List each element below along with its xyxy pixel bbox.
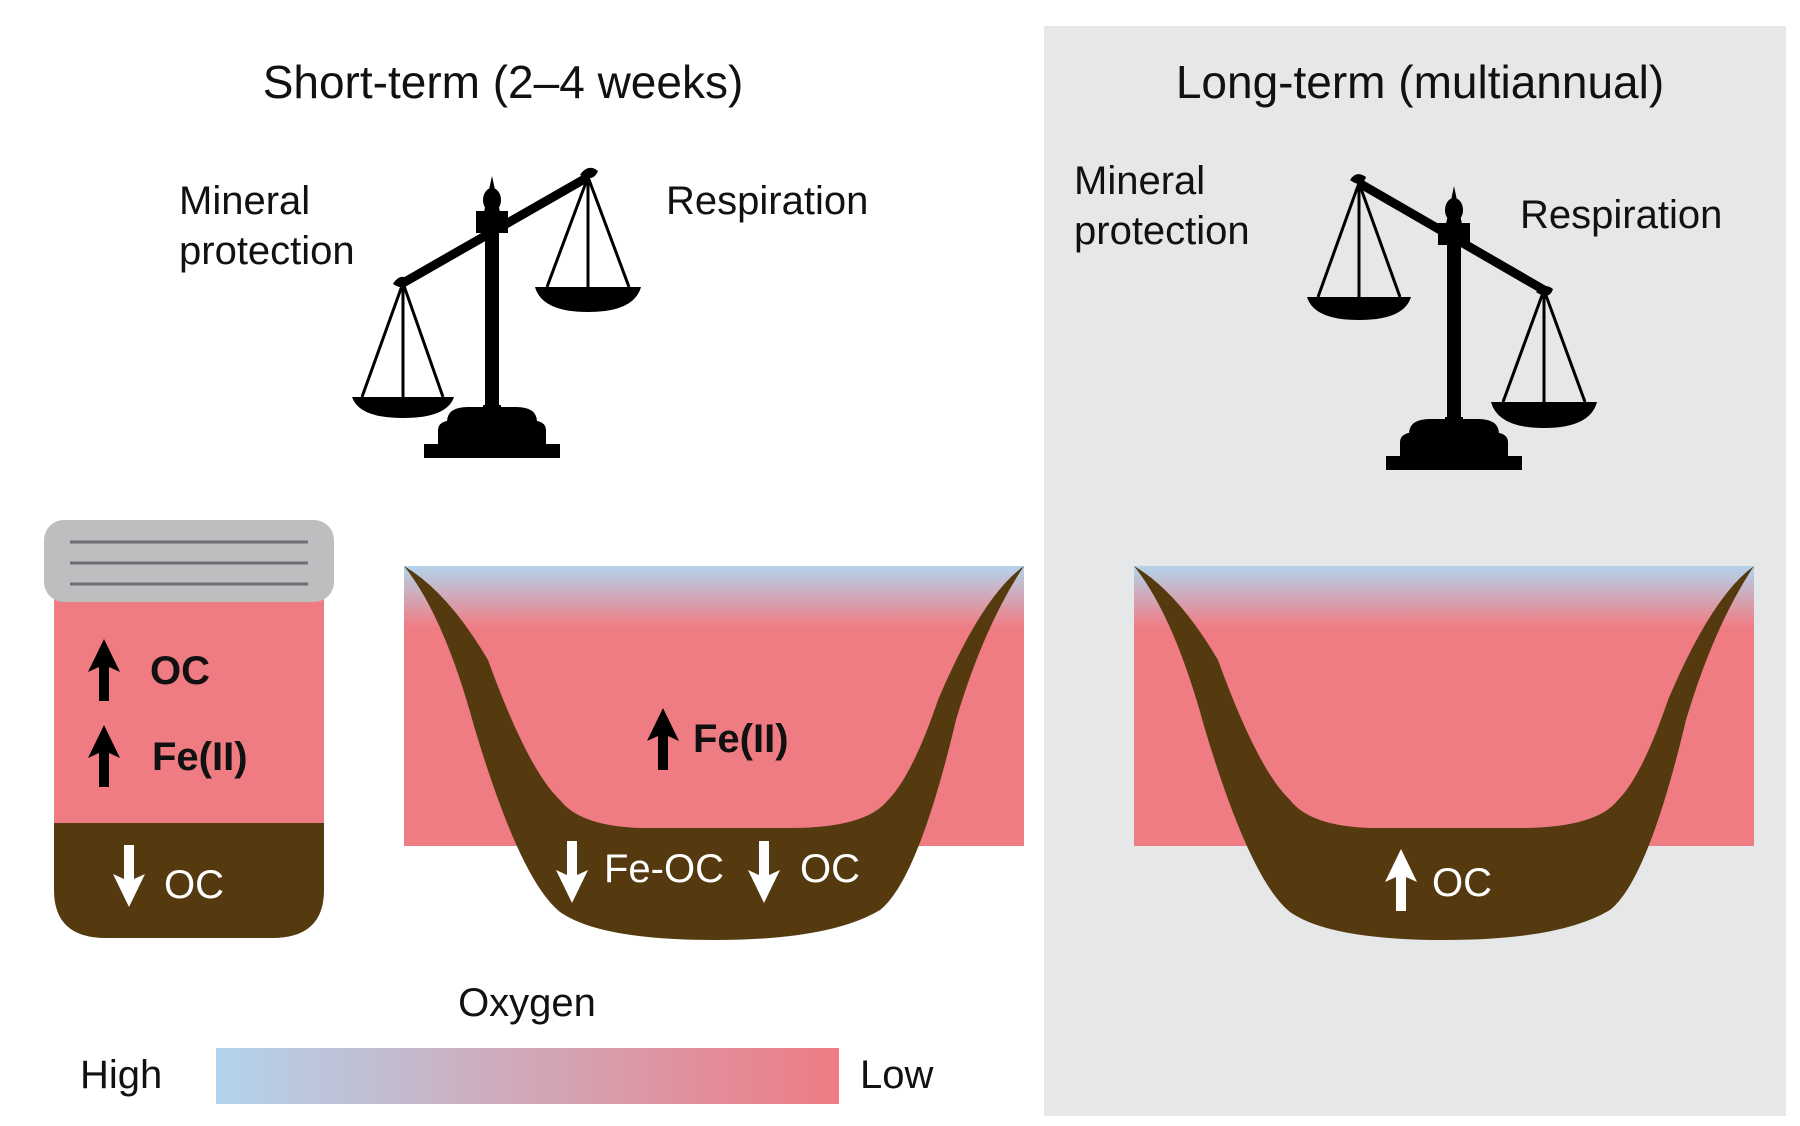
long-basin-oc-label: OC [1432, 861, 1492, 905]
short-term-title: Short-term (2–4 weeks) [263, 56, 744, 108]
oxygen-high-label: High [80, 1053, 162, 1097]
jar-oc-soil-label: OC [164, 863, 224, 907]
short-mineral-label-line1: Mineral [179, 179, 310, 223]
oxygen-gradient-bar [216, 1048, 839, 1104]
short-mineral-label-line2: protection [179, 229, 355, 273]
jar-water [54, 592, 324, 827]
basin-feii-label: Fe(II) [693, 717, 789, 761]
long-basin-soil [1134, 566, 1754, 940]
jar-feii-label: Fe(II) [152, 735, 248, 779]
short-term-balance-scale-icon [352, 167, 641, 458]
short-basin-soil [404, 566, 1024, 940]
short-term-basin [404, 566, 1024, 940]
long-mineral-label-line1: Mineral [1074, 159, 1205, 203]
incubation-jar [44, 520, 334, 938]
long-term-basin [1134, 566, 1754, 940]
oxygen-legend-title: Oxygen [458, 981, 596, 1025]
long-respiration-label: Respiration [1520, 193, 1722, 237]
jar-soil [54, 823, 324, 938]
jar-oc-water-label: OC [150, 649, 210, 693]
jar-lid [44, 520, 334, 602]
jar-lid-lines [70, 540, 308, 586]
oxygen-low-label: Low [860, 1053, 933, 1097]
long-term-title: Long-term (multiannual) [1176, 56, 1664, 108]
long-term-balance-scale-icon [1307, 174, 1597, 470]
short-respiration-label: Respiration [666, 179, 868, 223]
basin-fe-oc-label: Fe-OC [604, 847, 724, 891]
long-mineral-label-line2: protection [1074, 209, 1250, 253]
basin-oc-soil-label: OC [800, 847, 860, 891]
